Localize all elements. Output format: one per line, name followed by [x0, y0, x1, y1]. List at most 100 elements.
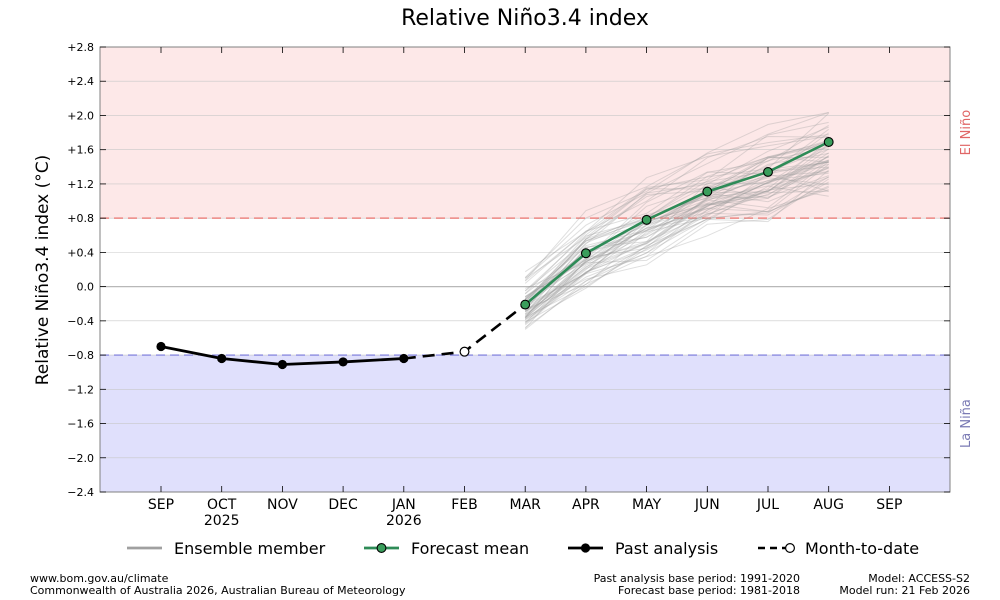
forecast-mean-point — [763, 166, 773, 177]
ensemble-member-line — [524, 176, 829, 324]
month-to-date-point — [459, 346, 470, 357]
y-tick-label: −2.4 — [67, 486, 94, 499]
ensemble-member-line — [524, 163, 829, 330]
x-tick-label: MAR — [510, 497, 542, 513]
ensemble-member-line — [524, 140, 830, 315]
ensemble-member-line — [524, 156, 829, 304]
ensemble-member-line — [524, 148, 829, 319]
ensemble-member-line — [524, 143, 829, 306]
footer-model: Model: ACCESS-S2 — [868, 572, 970, 585]
chart-title: Relative Niño3.4 index — [401, 6, 649, 31]
forecast-mean-point — [641, 214, 652, 225]
y-tick-label: −0.4 — [67, 315, 94, 328]
y-tick-label: −1.6 — [67, 418, 94, 431]
x-tick-label: OCT — [207, 497, 237, 513]
ensemble-member-line — [524, 112, 829, 278]
x-tick-label: MAY — [632, 497, 662, 513]
ensemble-member-line — [524, 124, 829, 284]
ensemble-member-line — [524, 173, 829, 317]
past-analysis-point — [156, 341, 166, 352]
ensemble-member-line — [524, 161, 830, 312]
el-nino-band — [100, 47, 950, 219]
ensemble-member-line — [524, 190, 829, 320]
legend: Ensemble member Forecast mean Past analysi… — [127, 539, 919, 558]
ensemble-member-line — [524, 167, 829, 319]
y-tick-label: −0.8 — [67, 349, 94, 362]
x-tick-label: AUG — [813, 497, 844, 513]
el-nino-region-label: El Niño — [959, 110, 974, 156]
x-tick-label: FEB — [451, 497, 478, 513]
y-tick-label: +2.8 — [67, 41, 94, 54]
year-label: 2025 — [204, 513, 240, 529]
ensemble-member-line — [524, 189, 829, 326]
legend-forecast-marker — [376, 543, 387, 553]
ensemble-member-line — [524, 135, 829, 273]
ensemble-member-line — [524, 185, 829, 325]
ensemble-member-line — [524, 175, 829, 313]
past-analysis-point — [338, 357, 348, 367]
x-tick-label: JUN — [694, 497, 720, 513]
y-tick-label: −1.2 — [67, 383, 94, 396]
ensemble-member-line — [525, 160, 829, 289]
forecast-mean-point — [580, 248, 591, 259]
y-tick-label: +0.4 — [67, 246, 94, 259]
legend-label: Ensemble member — [174, 539, 326, 558]
ensemble-member-line — [524, 178, 829, 312]
x-tick-label: APR — [572, 497, 600, 513]
ensemble-member-line — [524, 142, 829, 297]
x-tick-label: JUL — [756, 497, 779, 513]
ensemble-member-line — [524, 155, 829, 318]
x-tick-label: DEC — [328, 497, 358, 513]
legend-label: Past analysis — [615, 539, 718, 558]
ensemble-member-line — [524, 169, 830, 323]
ensemble-member-line — [524, 166, 829, 323]
y-tick-label: +0.8 — [67, 212, 94, 225]
footer-copyright: Commonwealth of Australia 2026, Australi… — [30, 584, 406, 597]
ensemble-member-line — [524, 161, 829, 298]
ensemble-member-line — [524, 171, 829, 318]
y-tick-label: +1.2 — [67, 178, 94, 191]
ensemble-member-line — [524, 155, 829, 308]
ensemble-member-line — [524, 161, 829, 308]
ensemble-member-line — [524, 172, 829, 300]
ensemble-member-line — [524, 152, 829, 306]
ensemble-member-line — [524, 112, 830, 279]
ensemble-member-line — [524, 126, 829, 279]
ensemble-member-line — [524, 160, 829, 316]
ensemble-member-line — [524, 156, 829, 311]
forecast-mean-point — [823, 137, 834, 147]
ensemble-member-line — [524, 135, 829, 282]
ensemble-member-line — [524, 139, 829, 292]
ensemble-member-line — [524, 167, 829, 308]
ensemble-member-line — [524, 186, 829, 320]
past-analysis-point — [277, 359, 287, 370]
y-tick-label: +2.4 — [67, 75, 94, 88]
past-analysis-point — [217, 353, 227, 364]
ensemble-member-line — [524, 121, 829, 294]
ensemble-member-line — [524, 159, 829, 328]
forecast-mean-point — [520, 299, 531, 310]
footer-forecast-base: Forecast base period: 1981-2018 — [618, 584, 800, 597]
y-tick-label: +1.6 — [67, 144, 94, 157]
ensemble-member-line — [524, 171, 829, 329]
past-analysis-point — [399, 353, 409, 364]
legend-past-marker — [580, 543, 591, 553]
ensemble-member-line — [524, 185, 829, 311]
ensemble-member-line — [524, 134, 829, 281]
ensemble-member-line — [524, 183, 829, 321]
y-tick-label: −2.0 — [67, 452, 94, 465]
y-axis-label: Relative Niño3.4 index (°C) — [33, 155, 53, 386]
la-nina-region-label: La Niña — [959, 399, 974, 448]
legend-label: Month-to-date — [805, 539, 919, 558]
ensemble-member-line — [524, 132, 829, 295]
legend-label: Forecast mean — [411, 539, 529, 558]
ensemble-member-line — [524, 177, 829, 300]
ensemble-member-line — [524, 139, 829, 301]
footer-model-run: Model run: 21 Feb 2026 — [839, 584, 970, 597]
axes: +2.8 +2.4 +2.0 +1.6 +1.2 +0.8 +0.4 0.0 −0.4 −0.8 −… — [67, 41, 974, 529]
plot-area — [100, 46, 950, 493]
ensemble-member-line — [524, 112, 829, 300]
ensemble-member-line — [524, 141, 829, 292]
y-tick-label: +2.0 — [67, 109, 94, 122]
